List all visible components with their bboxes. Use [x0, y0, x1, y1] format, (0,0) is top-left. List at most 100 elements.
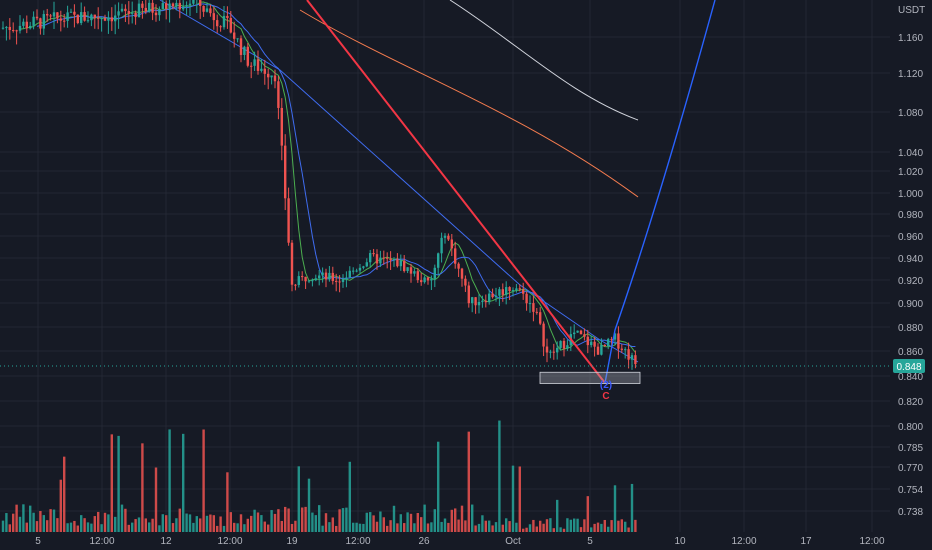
candle-body — [586, 336, 589, 346]
volume-bar — [277, 509, 280, 532]
volume-bar — [212, 515, 215, 532]
time-tick-label: 12:00 — [345, 536, 370, 547]
volume-bar — [335, 525, 338, 532]
volume-bar — [494, 522, 498, 532]
candle-body — [607, 339, 610, 346]
volume-bar — [100, 524, 103, 532]
wave-c-label: C — [602, 391, 609, 402]
volume-bar — [471, 504, 474, 532]
candle-body — [134, 12, 137, 18]
candle-body — [386, 257, 389, 259]
volume-bar — [535, 526, 538, 532]
volume-bar — [362, 523, 365, 532]
volume-bar — [617, 520, 620, 532]
time-tick-label: 12:00 — [731, 536, 756, 547]
time-axis[interactable]: 5 12:00 12 12:00 19 12:00 26 Oct 5 10 12:00 17 12:00 — [0, 532, 932, 550]
candle-body — [301, 276, 304, 278]
ma-fast-line — [19, 1, 636, 353]
volume-bar — [600, 523, 603, 532]
volume-bar — [158, 525, 161, 532]
volume-bar — [525, 527, 528, 532]
candle-body — [525, 293, 528, 304]
candle-body — [127, 11, 130, 14]
volume-bar — [73, 520, 76, 532]
candle-body — [562, 340, 566, 349]
candle-body — [294, 284, 297, 286]
volume-bar — [267, 524, 270, 532]
volume-bar — [542, 523, 545, 532]
volume-bar — [620, 519, 623, 532]
volume-bar — [518, 466, 521, 532]
wave-2-label: (2) — [600, 380, 612, 391]
candle-body — [131, 12, 134, 14]
candle-body — [284, 145, 287, 199]
candle-body — [382, 257, 385, 259]
candle-body — [76, 14, 79, 24]
candle-body — [460, 268, 464, 279]
candle-body — [430, 278, 433, 281]
candle-body — [154, 12, 158, 16]
volume-bar — [171, 523, 175, 532]
volume-bar — [42, 515, 45, 532]
projection-line — [604, 0, 716, 384]
volume-bar — [83, 518, 86, 532]
candle-body — [35, 16, 39, 19]
candle-body — [522, 289, 525, 294]
volume-bar — [566, 518, 569, 532]
time-tick-label: 17 — [800, 536, 812, 547]
time-tick-label: 5 — [35, 536, 41, 547]
candle-body — [324, 272, 328, 280]
volume-bar — [409, 513, 413, 532]
candle-body — [372, 253, 375, 255]
volume-bar — [596, 522, 600, 532]
candle-body — [559, 340, 562, 348]
candle-body — [338, 281, 341, 283]
volume-bar — [433, 509, 436, 532]
candlestick-series — [1, 0, 637, 370]
candle-body — [22, 21, 25, 26]
price-axis[interactable]: USDT 1.160 1.120 1.080 1.040 1.020 1.000 0.980 0… — [890, 0, 932, 550]
volume-bar — [114, 516, 117, 532]
volume-bar — [127, 524, 130, 532]
drawing-tools[interactable]: (2)C — [306, 0, 716, 402]
volume-bar — [532, 519, 535, 532]
candle-body — [573, 332, 576, 335]
candle-body — [114, 15, 117, 22]
volume-bar — [630, 483, 634, 532]
volume-bar — [569, 519, 572, 532]
candle-body — [39, 18, 42, 29]
candle-body — [124, 8, 127, 12]
candle-body — [246, 46, 249, 66]
volume-bar — [454, 508, 457, 532]
candle-body — [396, 259, 399, 267]
volume-bar — [511, 465, 515, 532]
volume-bar — [110, 434, 113, 532]
price-overlay: 0.848 — [0, 359, 925, 373]
candle-body — [505, 287, 508, 295]
volume-bar — [328, 522, 331, 532]
volume-bar — [56, 518, 59, 532]
volume-bar — [460, 505, 464, 532]
candle-body — [80, 12, 83, 24]
candle-body — [331, 272, 334, 281]
candle-body — [253, 59, 256, 66]
price-tick-label: 0.960 — [898, 232, 923, 243]
price-axis-background — [890, 0, 932, 550]
volume-bar — [304, 506, 307, 532]
volume-bar — [154, 467, 158, 532]
volume-bar — [590, 527, 593, 532]
volume-bar — [508, 521, 511, 532]
candle-body — [634, 355, 637, 365]
candle-body — [49, 15, 52, 17]
candle-body — [447, 235, 450, 240]
volume-bar — [263, 521, 266, 532]
candle-body — [600, 345, 603, 355]
time-tick-label: 5 — [587, 536, 593, 547]
candle-body — [348, 270, 351, 278]
volume-bar — [583, 519, 586, 532]
volume-bar — [430, 522, 433, 532]
volume-bar — [239, 514, 243, 532]
candle-body — [304, 276, 307, 282]
volume-bar — [484, 520, 487, 532]
